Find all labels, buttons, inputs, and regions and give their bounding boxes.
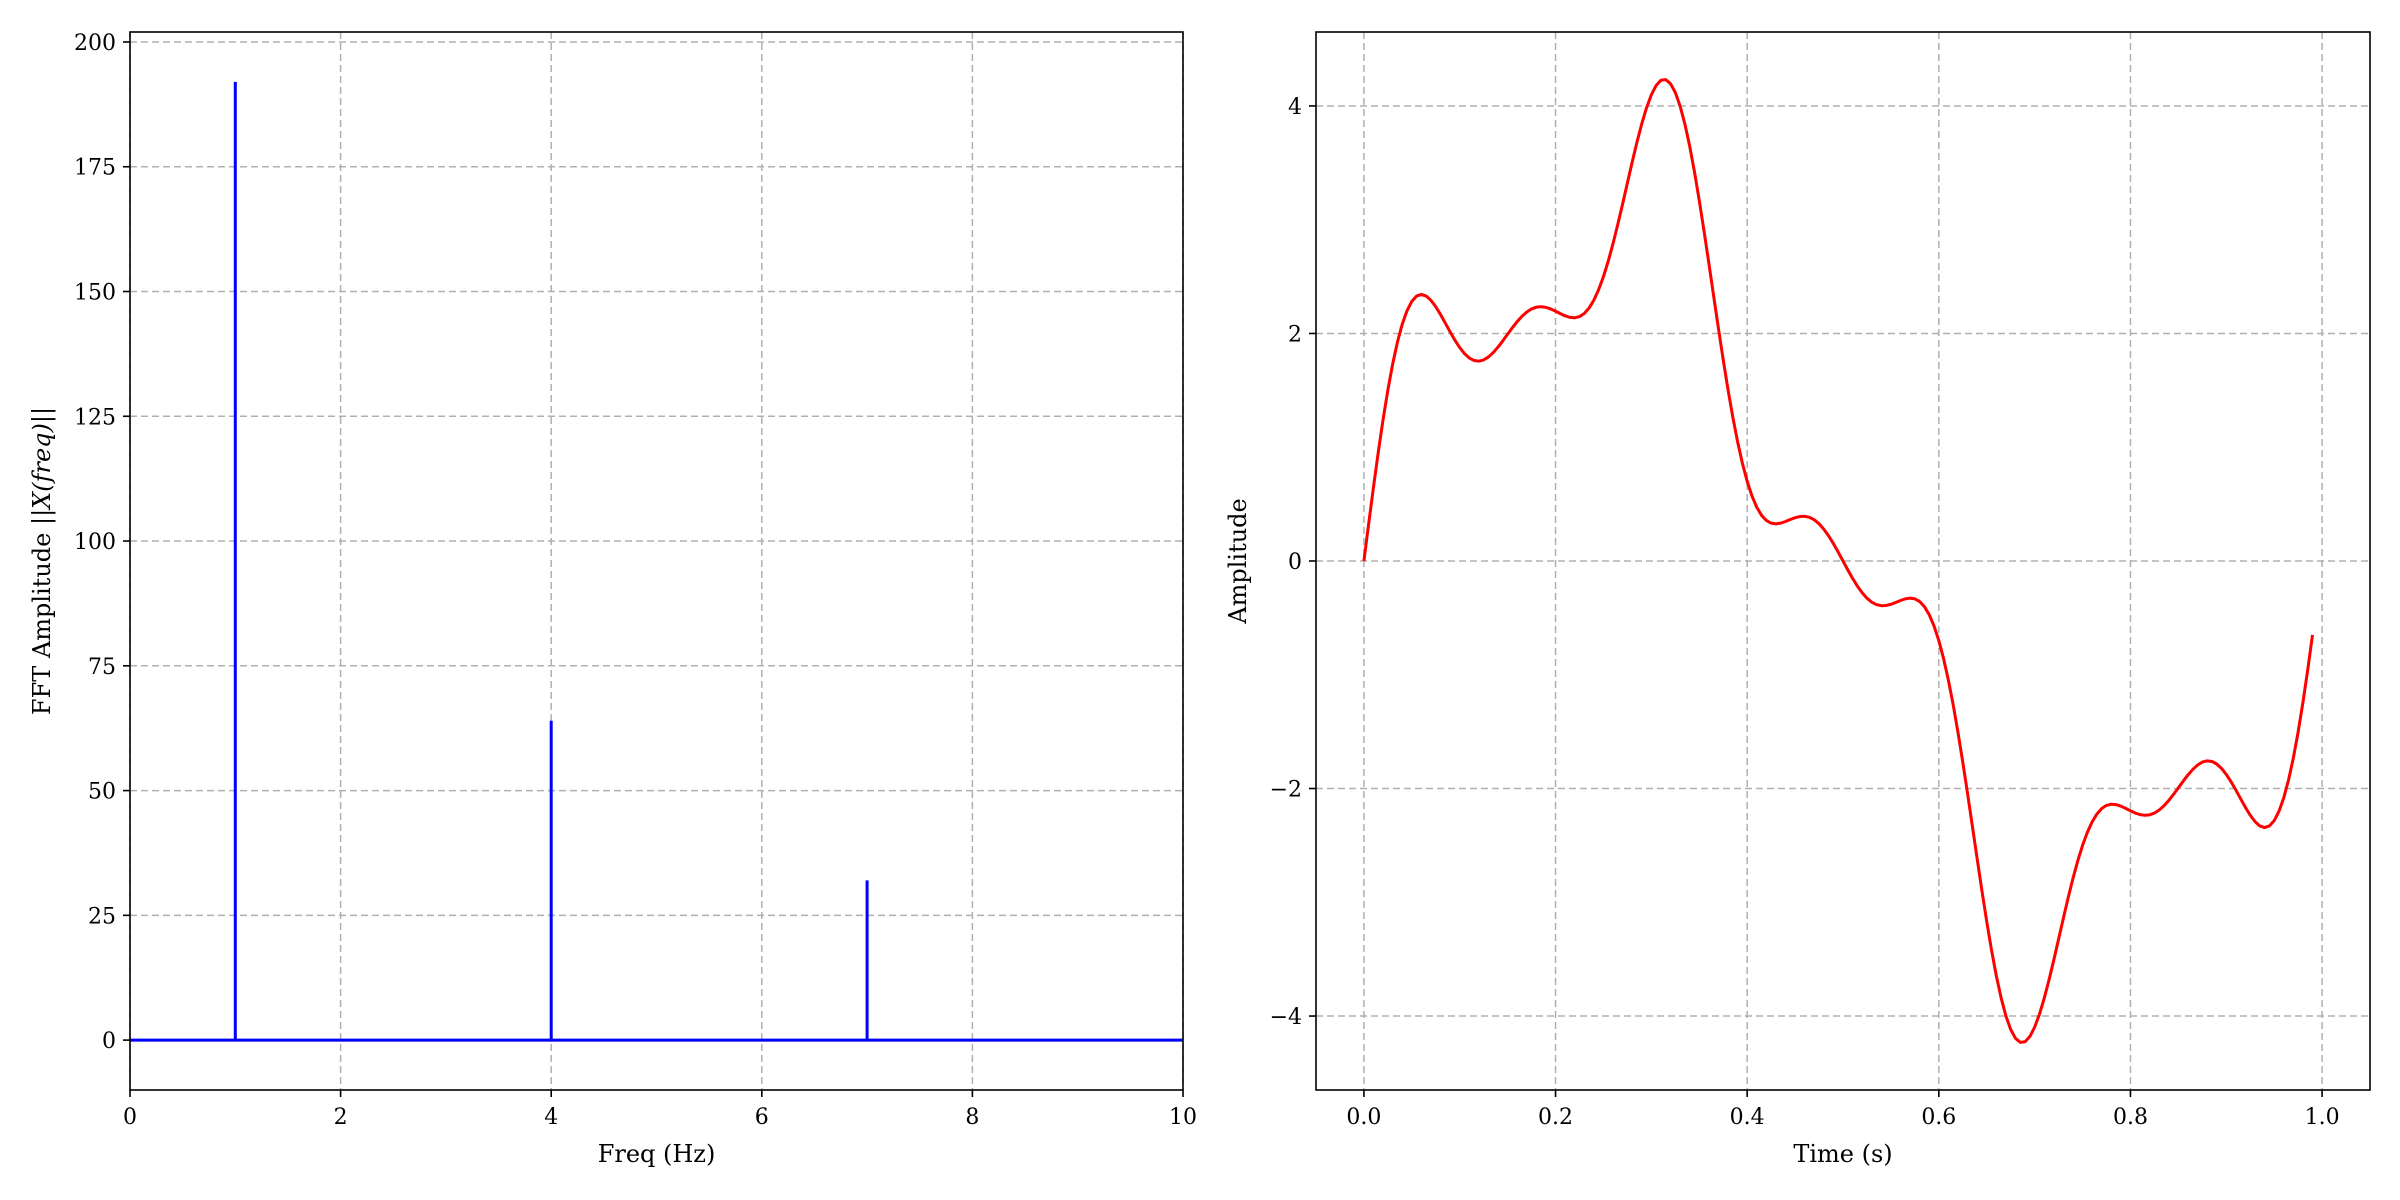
fft-x-axis-label: Freq (Hz)	[598, 1140, 716, 1168]
signal-xtick-label-5: 1.0	[2305, 1105, 2340, 1130]
fft-xtick-label-2: 4	[544, 1105, 558, 1130]
fft-xtick-label-1: 2	[334, 1105, 348, 1130]
signal-ytick-label-0: −4	[1270, 1005, 1302, 1030]
fft-ytick-label-1: 25	[88, 904, 116, 929]
fft-ytick-label-3: 75	[88, 655, 116, 680]
fft-ytick-label-7: 175	[74, 156, 116, 181]
signal-line	[1362, 78, 2314, 1044]
signal-xtick-label-4: 0.8	[2113, 1105, 2148, 1130]
fft-plot-frame	[129, 31, 1184, 1091]
signal-xtick-label-1: 0.2	[1538, 1105, 1573, 1130]
signal-xtick-label-0: 0.0	[1346, 1105, 1381, 1130]
signal-y-axis-label: Amplitude	[1224, 498, 1252, 624]
fft-ytick-label-4: 100	[74, 530, 116, 555]
fft-xtick-label-0: 0	[123, 1105, 137, 1130]
fft-xtick-label-4: 8	[965, 1105, 979, 1130]
signal-ytick-label-2: 0	[1288, 550, 1302, 575]
signal-xtick-label-2: 0.4	[1730, 1105, 1765, 1130]
fft-ytick-label-0: 0	[102, 1029, 116, 1054]
time-signal-panel: 0.0 0.2 0.4 0.6 0.8 1.0 −4 −2 0 2 4 Time (s) Amplitu…	[1224, 31, 2371, 1168]
fft-y-axis-label-text: FFT Amplitude	[28, 525, 56, 715]
fft-ytick-label-2: 50	[88, 780, 116, 805]
signal-ytick-label-4: 4	[1288, 95, 1302, 120]
fft-y-axis-label-math: ||X(freq)||	[28, 407, 57, 525]
signal-ytick-label-3: 2	[1288, 322, 1302, 347]
signal-xtick-label-3: 0.6	[1921, 1105, 1956, 1130]
signal-ytick-label-1: −2	[1270, 778, 1302, 803]
fft-xtick-label-3: 6	[755, 1105, 769, 1130]
fft-ytick-label-8: 200	[74, 31, 116, 56]
fft-ytick-label-6: 150	[74, 281, 116, 306]
signal-plot-frame	[1315, 31, 2371, 1091]
fft-xtick-label-5: 10	[1169, 1105, 1197, 1130]
fft-ytick-label-5: 125	[74, 405, 116, 430]
fft-y-axis-label: FFT Amplitude ||X(freq)||	[28, 407, 57, 715]
signal-x-axis-label: Time (s)	[1793, 1140, 1892, 1168]
